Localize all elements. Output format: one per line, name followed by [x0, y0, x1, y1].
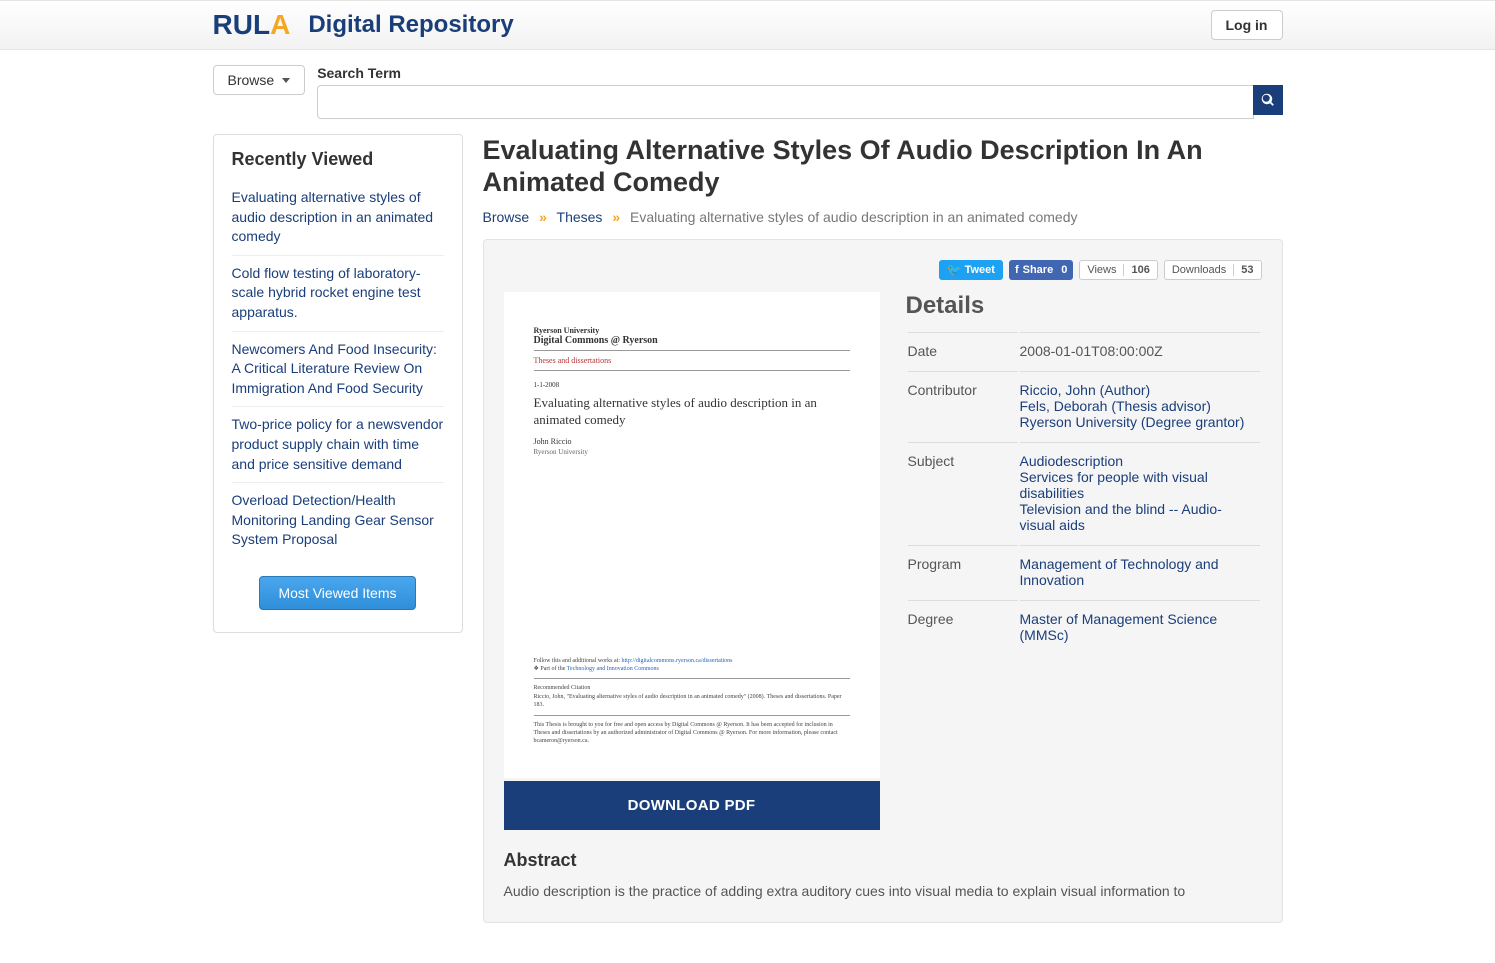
- document-preview[interactable]: Ryerson University Digital Commons @ Rye…: [504, 292, 880, 778]
- doc-institution: Ryerson University: [534, 448, 850, 456]
- facebook-icon: f: [1015, 264, 1019, 276]
- sidebar-recently-viewed: Recently Viewed Evaluating alternative s…: [213, 134, 463, 633]
- breadcrumb: Browse » Theses » Evaluating alternative…: [483, 209, 1283, 225]
- details-value: Management of Technology and Innovation: [1020, 545, 1260, 598]
- details-value: Riccio, John (Author)Fels, Deborah (Thes…: [1020, 371, 1260, 440]
- facebook-share-button[interactable]: fShare0: [1009, 260, 1073, 280]
- download-pdf-button[interactable]: DOWNLOAD PDF: [504, 781, 880, 830]
- details-value-item[interactable]: Audiodescription: [1020, 453, 1254, 469]
- details-row: ContributorRiccio, John (Author)Fels, De…: [908, 371, 1260, 440]
- doc-university: Ryerson University: [534, 326, 850, 335]
- site-title: Digital Repository: [308, 11, 513, 39]
- chevron-down-icon: [282, 78, 290, 83]
- page-title: Evaluating Alternative Styles Of Audio D…: [483, 134, 1283, 199]
- sidebar-item[interactable]: Evaluating alternative styles of audio d…: [232, 180, 444, 255]
- sidebar-item[interactable]: Newcomers And Food Insecurity: A Critica…: [232, 331, 444, 407]
- details-label: Program: [908, 545, 1018, 598]
- details-value-item: 2008-01-01T08:00:00Z: [1020, 343, 1163, 359]
- views-badge: Views106: [1079, 260, 1158, 280]
- search-group: Search Term: [317, 65, 1282, 119]
- logo: RULA: [213, 9, 291, 41]
- doc-title: Evaluating alternative styles of audio d…: [534, 395, 850, 429]
- details-label: Date: [908, 332, 1018, 369]
- breadcrumb-section[interactable]: Theses: [557, 209, 603, 225]
- details-value-item[interactable]: Ryerson University (Degree grantor): [1020, 414, 1254, 430]
- breadcrumb-root[interactable]: Browse: [483, 209, 530, 225]
- details-value-item[interactable]: Riccio, John (Author): [1020, 382, 1254, 398]
- details-label: Degree: [908, 600, 1018, 653]
- tweet-button[interactable]: 🐦Tweet: [939, 260, 1003, 280]
- main-content: Evaluating Alternative Styles Of Audio D…: [483, 134, 1283, 923]
- details-value-item[interactable]: Management of Technology and Innovation: [1020, 556, 1254, 588]
- social-row: 🐦Tweet fShare0 Views106 Downloads53: [504, 260, 1262, 280]
- search-term-label: Search Term: [317, 65, 1282, 81]
- abstract-text: Audio description is the practice of add…: [504, 881, 1262, 902]
- details-value-item[interactable]: Master of Management Science (MMSc): [1020, 611, 1254, 643]
- sidebar-item[interactable]: Cold flow testing of laboratory-scale hy…: [232, 255, 444, 331]
- details-row: DegreeMaster of Management Science (MMSc…: [908, 600, 1260, 653]
- downloads-badge: Downloads53: [1164, 260, 1262, 280]
- browse-label: Browse: [228, 72, 275, 88]
- preview-column: Ryerson University Digital Commons @ Rye…: [504, 292, 880, 830]
- doc-commons: Digital Commons @ Ryerson: [534, 335, 850, 346]
- details-value-item[interactable]: Television and the blind -- Audio-visual…: [1020, 501, 1254, 533]
- twitter-icon: 🐦: [947, 263, 962, 277]
- doc-date: 1-1-2008: [534, 381, 850, 389]
- breadcrumb-sep-icon: »: [612, 209, 620, 225]
- details-value: 2008-01-01T08:00:00Z: [1020, 332, 1260, 369]
- item-panel: 🐦Tweet fShare0 Views106 Downloads53 Ryer…: [483, 239, 1283, 923]
- recently-viewed-heading: Recently Viewed: [232, 149, 444, 170]
- details-label: Subject: [908, 442, 1018, 543]
- top-bar: RULA Digital Repository Log in: [0, 0, 1495, 50]
- login-button[interactable]: Log in: [1211, 10, 1283, 40]
- details-row: Date2008-01-01T08:00:00Z: [908, 332, 1260, 369]
- details-table: Date2008-01-01T08:00:00ZContributorRicci…: [906, 330, 1262, 655]
- details-heading: Details: [906, 292, 1262, 320]
- doc-author: John Riccio: [534, 437, 850, 446]
- breadcrumb-current: Evaluating alternative styles of audio d…: [630, 209, 1077, 225]
- details-value: Master of Management Science (MMSc): [1020, 600, 1260, 653]
- details-row: SubjectAudiodescriptionServices for peop…: [908, 442, 1260, 543]
- search-input[interactable]: [317, 85, 1253, 119]
- search-row: Browse Search Term: [213, 50, 1283, 134]
- details-label: Contributor: [908, 371, 1018, 440]
- doc-collection: Theses and dissertations: [534, 356, 850, 365]
- details-column: Details Date2008-01-01T08:00:00ZContribu…: [906, 292, 1262, 830]
- sidebar-item[interactable]: Two-price policy for a newsvendor produc…: [232, 406, 444, 482]
- abstract-heading: Abstract: [504, 850, 1262, 871]
- details-value: AudiodescriptionServices for people with…: [1020, 442, 1260, 543]
- doc-footer: Follow this and additional works at: htt…: [534, 657, 850, 746]
- details-value-item[interactable]: Fels, Deborah (Thesis advisor): [1020, 398, 1254, 414]
- sidebar-item[interactable]: Overload Detection/Health Monitoring Lan…: [232, 482, 444, 558]
- details-row: ProgramManagement of Technology and Inno…: [908, 545, 1260, 598]
- most-viewed-button[interactable]: Most Viewed Items: [259, 576, 415, 610]
- search-button[interactable]: [1253, 85, 1283, 115]
- search-icon: [1261, 93, 1275, 107]
- details-value-item[interactable]: Services for people with visual disabili…: [1020, 469, 1254, 501]
- brand-wrap[interactable]: RULA Digital Repository: [213, 9, 514, 41]
- browse-dropdown-button[interactable]: Browse: [213, 65, 306, 95]
- breadcrumb-sep-icon: »: [539, 209, 547, 225]
